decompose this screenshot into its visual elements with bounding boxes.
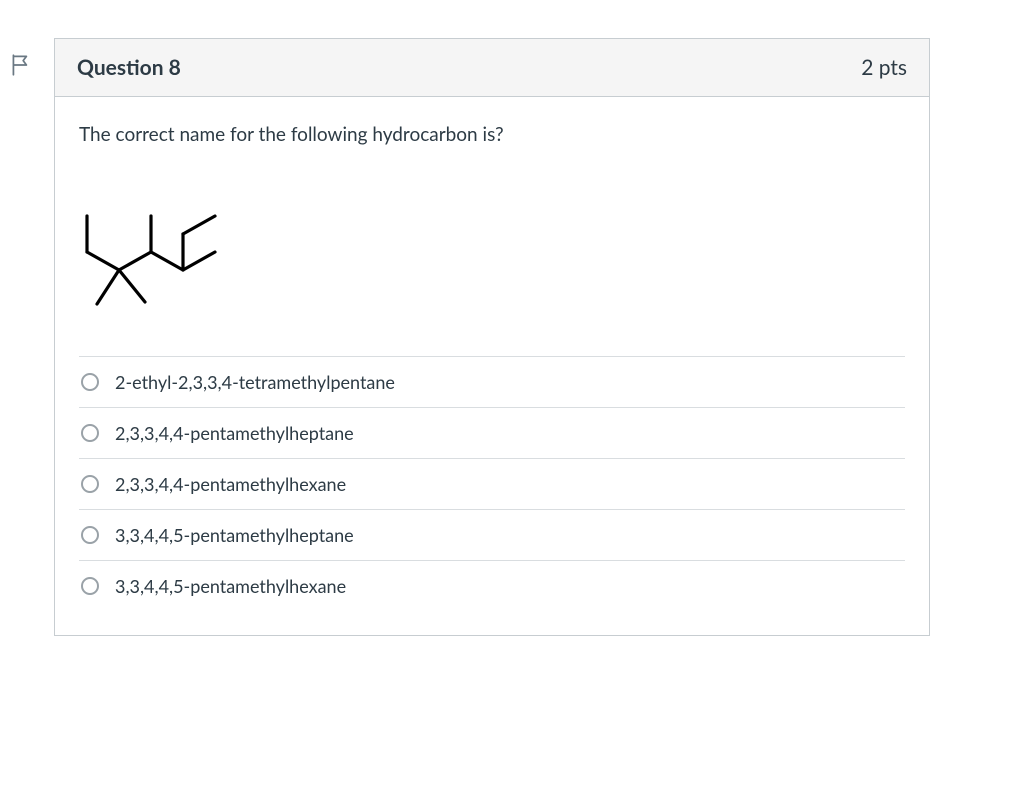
- answer-text: 3,3,4,4,5-pentamethylhexane: [115, 575, 346, 597]
- answer-text: 2-ethyl-2,3,3,4-tetramethylpentane: [115, 371, 395, 393]
- radio-icon[interactable]: [81, 424, 99, 442]
- question-card: Question 8 2 pts The correct name for th…: [54, 38, 930, 636]
- answer-list: 2-ethyl-2,3,3,4-tetramethylpentane 2,3,3,…: [79, 356, 905, 611]
- radio-icon[interactable]: [81, 577, 99, 595]
- question-header: Question 8 2 pts: [55, 39, 929, 97]
- answer-option[interactable]: 2,3,3,4,4-pentamethylheptane: [79, 407, 905, 458]
- radio-icon[interactable]: [81, 526, 99, 544]
- hydrocarbon-structure-image: [73, 174, 233, 334]
- radio-icon[interactable]: [81, 373, 99, 391]
- question-points: 2 pts: [861, 55, 907, 80]
- answer-option[interactable]: 2,3,3,4,4-pentamethylhexane: [79, 458, 905, 509]
- answer-text: 2,3,3,4,4-pentamethylhexane: [115, 473, 346, 495]
- question-title: Question 8: [77, 55, 181, 80]
- answer-option[interactable]: 2-ethyl-2,3,3,4-tetramethylpentane: [79, 356, 905, 407]
- answer-text: 3,3,4,4,5-pentamethylheptane: [115, 524, 354, 546]
- question-body: The correct name for the following hydro…: [55, 97, 929, 635]
- flag-outline-icon[interactable]: [8, 52, 38, 82]
- answer-text: 2,3,3,4,4-pentamethylheptane: [115, 422, 354, 444]
- answer-option[interactable]: 3,3,4,4,5-pentamethylheptane: [79, 509, 905, 560]
- question-prompt: The correct name for the following hydro…: [79, 123, 905, 146]
- radio-icon[interactable]: [81, 475, 99, 493]
- answer-option[interactable]: 3,3,4,4,5-pentamethylhexane: [79, 560, 905, 611]
